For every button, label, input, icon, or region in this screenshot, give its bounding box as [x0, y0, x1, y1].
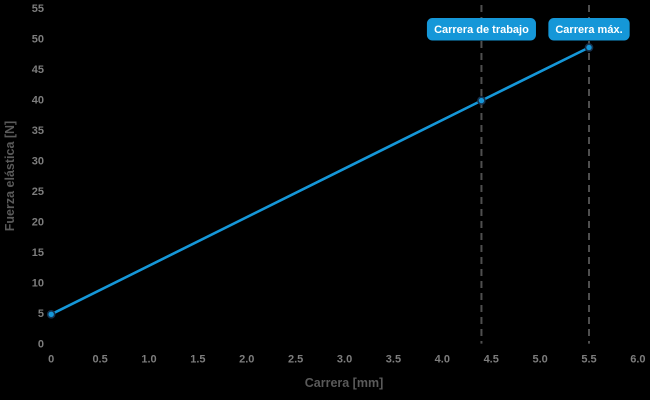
badge-background	[426, 18, 536, 41]
x-tick-label: 4.0	[435, 354, 450, 366]
data-point-marker	[477, 96, 486, 105]
force-deflection-line	[49, 46, 591, 316]
x-tick-label: 0.5	[92, 354, 107, 366]
y-tick-label: 40	[32, 94, 44, 106]
x-axis-title: Carrera [mm]	[305, 376, 384, 390]
y-tick-label: 15	[32, 247, 44, 259]
y-tick-label: 45	[32, 64, 44, 76]
y-tick-label: 25	[32, 186, 44, 198]
x-tick-label: 6.0	[630, 354, 645, 366]
badge-label: Carrera máx.	[555, 24, 622, 36]
y-tick-label: 35	[32, 125, 44, 137]
y-axis-tick-labels: 0 5 10 15 20 25 30 35 40 45 50 55	[32, 3, 44, 351]
data-point-marker	[46, 309, 56, 319]
y-tick-label: 10	[32, 278, 44, 290]
x-axis-tick-labels: 0 0.5 1.0 1.5 2.0 2.5 3.0 3.5 4.0 4.5 5.0 5.5 6.0	[48, 354, 645, 366]
x-tick-label: 0	[48, 354, 54, 366]
data-point-marker	[584, 43, 594, 52]
x-tick-label: 5.0	[532, 354, 547, 366]
y-tick-label: 30	[32, 155, 44, 167]
badge-label: Carrera de trabajo	[434, 24, 529, 36]
line-series-layer	[46, 43, 594, 319]
y-tick-label: 5	[38, 308, 44, 320]
x-tick-label: 1.5	[190, 354, 205, 366]
x-tick-label: 3.5	[386, 354, 401, 366]
y-tick-label: 0	[38, 339, 44, 351]
badge-background	[548, 18, 630, 41]
x-tick-label: 2.0	[239, 354, 254, 366]
x-tick-label: 4.5	[484, 354, 499, 366]
y-tick-label: 50	[32, 33, 44, 45]
x-tick-label: 5.5	[581, 354, 596, 366]
y-tick-label: 20	[32, 216, 44, 228]
annotation-badge-carrera-max: Carrera máx.	[548, 18, 630, 41]
y-axis-title: Fuerza elástica [N]	[3, 121, 17, 231]
y-tick-label: 55	[32, 3, 44, 15]
x-tick-label: 1.0	[141, 354, 156, 366]
annotation-badge-carrera-de-trabajo: Carrera de trabajo	[426, 18, 536, 41]
x-tick-label: 2.5	[288, 354, 303, 366]
x-tick-label: 3.0	[337, 354, 352, 366]
annotation-guide-lines	[480, 5, 591, 344]
